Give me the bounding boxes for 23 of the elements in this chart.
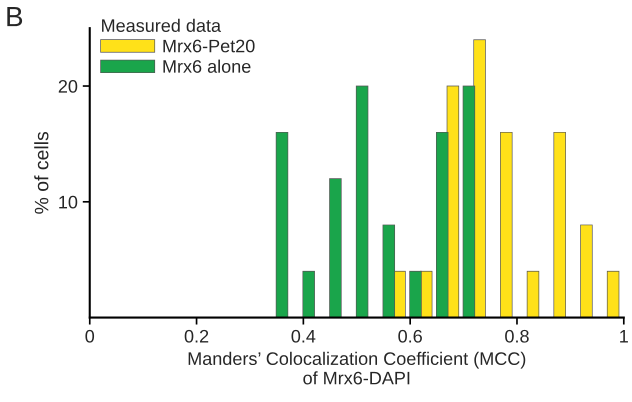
- bar: [526, 270, 540, 318]
- x-axis-title: Manders’ Colocalization Coefficient (MCC) of Mrx6-DAPI: [188, 352, 526, 384]
- bar: [606, 270, 620, 318]
- bar: [500, 132, 513, 318]
- bar: [580, 224, 593, 318]
- x-tick-label: 0.4: [292, 330, 316, 343]
- bar: [553, 132, 566, 318]
- legend-label: Mrx6-Pet20: [163, 40, 255, 52]
- x-tick-label: 1: [620, 330, 628, 342]
- x-tick-label: 0.2: [184, 330, 208, 343]
- bar: [276, 132, 288, 318]
- bar: [302, 270, 315, 318]
- x-tick-label: 0.6: [398, 330, 422, 343]
- text: B: [7, 7, 22, 26]
- bar: [356, 86, 368, 318]
- x-tick-label: 0: [85, 330, 94, 343]
- x-tick-label: 0.8: [505, 330, 529, 343]
- y-axis-title: % of cells: [34, 132, 48, 214]
- bar: [329, 178, 342, 318]
- legend-title: Measured data: [102, 18, 222, 32]
- legend-label: Mrx6 alone: [163, 60, 250, 73]
- y-tick-label: 10: [59, 196, 78, 209]
- y-tick-label: 20: [58, 80, 78, 93]
